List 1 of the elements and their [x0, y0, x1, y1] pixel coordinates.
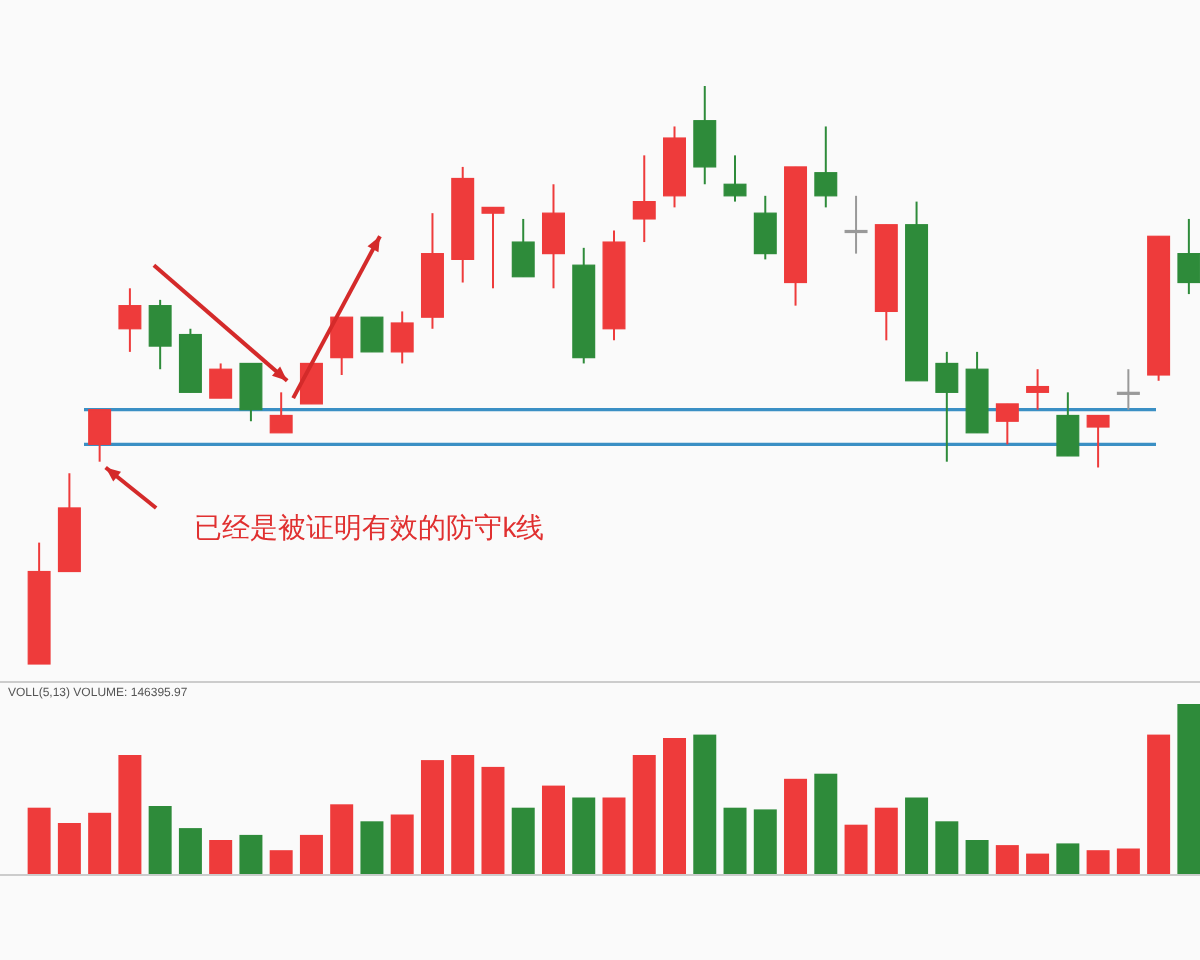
annotation: 已经是被证明有效的防守k线 [194, 510, 545, 543]
